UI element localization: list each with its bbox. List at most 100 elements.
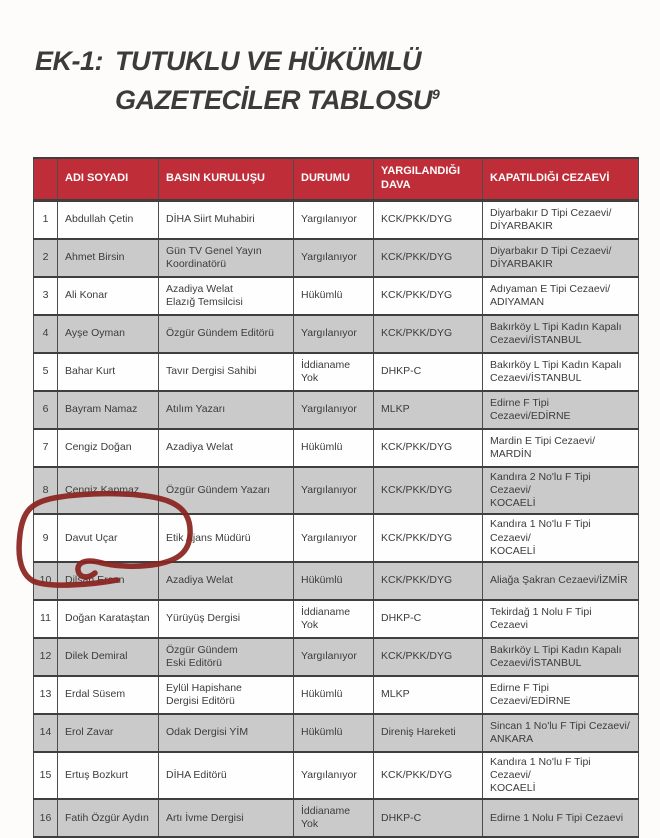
title-label: EK-1: (35, 46, 104, 76)
cell-name: Ertuş Bozkurt (57, 750, 159, 801)
cell-org: Artı İvme Dergisi (158, 798, 294, 838)
title-line1: TUTUKLU VE HÜKÜMLÜ (115, 46, 421, 76)
cell-status: Yargılanıyor (293, 314, 374, 354)
cell-case: KCK/PKK/DYG (373, 636, 483, 677)
cell-org: Özgür Gündem Eski Editörü (158, 636, 294, 677)
cell-org: DİHA Siirt Muhabiri (158, 199, 294, 240)
cell-status: Yargılanıyor (293, 513, 374, 563)
cell-name: Ayşe Oyman (57, 314, 159, 354)
cell-no: 3 (33, 276, 58, 316)
cell-status: Yargılanıyor (293, 465, 374, 516)
footnote-marker: 9 (432, 86, 440, 103)
cell-org: Azadiya Welat Elazığ Temsilcisi (158, 276, 294, 316)
cell-case: KCK/PKK/DYG (373, 513, 483, 563)
cell-prison: Bakırköy L Tipi Kadın Kapalı Cezaevi/İST… (482, 352, 639, 392)
cell-org: Eylül Hapishane Dergisi Editörü (158, 674, 294, 715)
cell-prison: Tekirdağ 1 Nolu F Tipi Cezaevi (482, 598, 639, 639)
cell-no: 5 (33, 352, 58, 392)
cell-prison: Sincan 1 No'lu F Tipi Cezaevi/ ANKARA (482, 712, 639, 753)
cell-status: Hükümlü (293, 560, 374, 601)
cell-prison: Adıyaman E Tipi Cezaevi/ ADIYAMAN (482, 276, 639, 316)
column-header-5: KAPATILDIĞI CEZAEVİ (482, 157, 639, 202)
cell-status: İddianame Yok (293, 598, 374, 639)
cell-org: Özgür Gündem Editörü (158, 314, 294, 354)
cell-status: İddianame Yok (293, 798, 374, 838)
cell-no: 8 (33, 465, 58, 516)
cell-case: KCK/PKK/DYG (373, 276, 483, 316)
cell-status: Hükümlü (293, 276, 374, 316)
cell-case: KCK/PKK/DYG (373, 428, 483, 468)
cell-no: 2 (33, 238, 58, 278)
table-row-2: 2 Ahmet Birsin Gün TV Genel Yayın Koordina… (33, 238, 639, 278)
cell-prison: Diyarbakır D Tipi Cezaevi/ DİYARBAKIR (482, 238, 639, 278)
cell-case: DHKP-C (373, 798, 483, 838)
cell-prison: Edirne 1 Nolu F Tipi Cezaevi (482, 798, 639, 838)
cell-prison: Mardin E Tipi Cezaevi/ MARDİN (482, 428, 639, 468)
cell-no: 12 (33, 636, 58, 677)
cell-prison: Kandıra 1 No'lu F Tipi Cezaevi/ KOCAELİ (482, 513, 639, 563)
cell-status: Hükümlü (293, 428, 374, 468)
cell-no: 7 (33, 428, 58, 468)
table-row-3: 3 Ali Konar Azadiya Welat Elazığ Temsilcis… (33, 276, 639, 316)
cell-case: MLKP (373, 674, 483, 715)
cell-name: Cengiz Doğan (57, 428, 159, 468)
cell-no: 14 (33, 712, 58, 753)
cell-no: 10 (33, 560, 58, 601)
cell-name: Erdal Süsem (57, 674, 159, 715)
cell-no: 16 (33, 798, 58, 838)
journalists-table: ADI SOYADI BASIN KURULUŞU DURUMU YARGILANDI… (33, 157, 639, 838)
cell-status: Hükümlü (293, 674, 374, 715)
cell-status: Hükümlü (293, 712, 374, 753)
table-row-12: 12 Dilek Demiral Özgür Gündem Eski Editörü… (33, 636, 639, 677)
cell-status: Yargılanıyor (293, 390, 374, 430)
cell-name: Dilşah Ercan (57, 560, 159, 601)
cell-prison: Kandıra 2 No'lu F Tipi Cezaevi/ KOCAELİ (482, 465, 639, 516)
table-row-5: 5 Bahar Kurt Tavır Dergisi Sahibi İddianame… (33, 352, 639, 392)
cell-org: Tavır Dergisi Sahibi (158, 352, 294, 392)
cell-case: KCK/PKK/DYG (373, 238, 483, 278)
cell-prison: Diyarbakır D Tipi Cezaevi/ DİYARBAKIR (482, 199, 639, 240)
cell-name: Bayram Namaz (57, 390, 159, 430)
cell-status: İddianame Yok (293, 352, 374, 392)
document-page: EK-1: TUTUKLU VE HÜKÜMLÜ GAZETECİLER TAB… (16, 42, 639, 838)
cell-case: KCK/PKK/DYG (373, 560, 483, 601)
cell-prison: Bakırköy L Tipi Kadın Kapalı Cezaevi/İST… (482, 636, 639, 677)
page-title: EK-1: TUTUKLU VE HÜKÜMLÜ GAZETECİLER TAB… (35, 42, 440, 120)
cell-org: Gün TV Genel Yayın Koordinatörü (158, 238, 294, 278)
cell-name: Fatih Özgür Aydın (57, 798, 159, 838)
cell-org: Odak Dergisi YİM (158, 712, 294, 753)
cell-no: 4 (33, 314, 58, 354)
table-row-11: 11 Doğan Karataştan Yürüyüş Dergisi İddiana… (33, 598, 639, 639)
cell-no: 9 (33, 513, 58, 563)
cell-name: Cengiz Kapmaz (57, 465, 159, 516)
cell-no: 13 (33, 674, 58, 715)
table-row-10: 10 Dilşah Ercan Azadiya Welat Hükümlü KCK/PK… (33, 560, 639, 601)
cell-no: 1 (33, 199, 58, 240)
cell-org: Etik Ajans Müdürü (158, 513, 294, 563)
cell-status: Yargılanıyor (293, 199, 374, 240)
cell-org: Azadiya Welat (158, 560, 294, 601)
cell-prison: Aliağa Şakran Cezaevi/İZMİR (482, 560, 639, 601)
table-row-4: 4 Ayşe Oyman Özgür Gündem Editörü Yargılanı… (33, 314, 639, 354)
cell-no: 11 (33, 598, 58, 639)
cell-prison: Edirne F Tipi Cezaevi/EDİRNE (482, 674, 639, 715)
cell-name: Ali Konar (57, 276, 159, 316)
cell-case: KCK/PKK/DYG (373, 465, 483, 516)
cell-status: Yargılanıyor (293, 750, 374, 801)
cell-no: 15 (33, 750, 58, 801)
table-row-7: 7 Cengiz Doğan Azadiya Welat Hükümlü KCK/PKK… (33, 428, 639, 468)
cell-name: Erol Zavar (57, 712, 159, 753)
column-header-2: BASIN KURULUŞU (158, 157, 294, 202)
table-row-6: 6 Bayram Namaz Atılım Yazarı Yargılanıyor ML… (33, 390, 639, 430)
cell-prison: Bakırköy L Tipi Kadın Kapalı Cezaevi/İST… (482, 314, 639, 354)
table-row-8: 8 Cengiz Kapmaz Özgür Gündem Yazarı Yargıla… (33, 465, 639, 516)
table-row-9: 9 Davut Uçar Etik Ajans Müdürü Yargılanıyor… (33, 513, 639, 563)
cell-org: Atılım Yazarı (158, 390, 294, 430)
cell-no: 6 (33, 390, 58, 430)
cell-name: Bahar Kurt (57, 352, 159, 392)
cell-case: KCK/PKK/DYG (373, 750, 483, 801)
cell-case: DHKP-C (373, 598, 483, 639)
table-row-16: 16 Fatih Özgür Aydın Artı İvme Dergisi İddi… (33, 798, 639, 838)
cell-org: Yürüyüş Dergisi (158, 598, 294, 639)
cell-name: Dilek Demiral (57, 636, 159, 677)
